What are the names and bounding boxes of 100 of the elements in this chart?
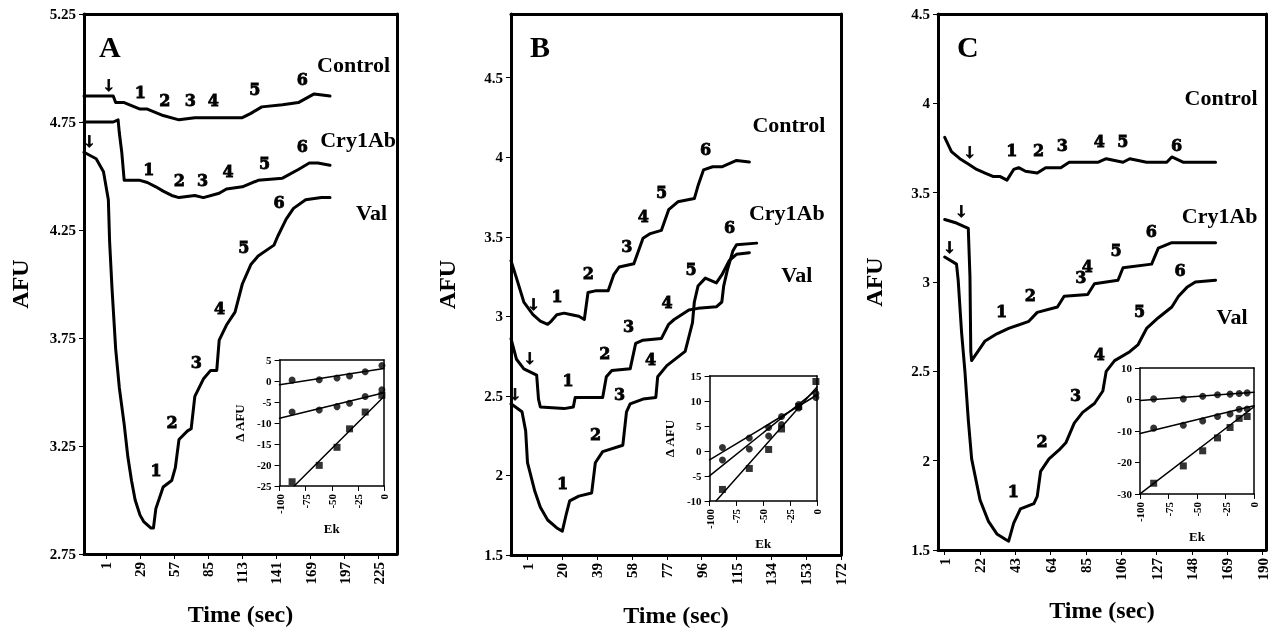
annotation: 1 xyxy=(134,82,146,102)
annotation: 4 xyxy=(637,207,649,227)
y-tick-label: 3.5 xyxy=(484,228,503,245)
y-tick-label: 0 xyxy=(696,444,703,457)
y-tick-label: 10 xyxy=(690,394,703,407)
annotation: 6 xyxy=(296,69,308,89)
annotation: ↓ xyxy=(526,294,541,314)
annotation: 4 xyxy=(1093,344,1105,364)
x-tick-label: -100 xyxy=(273,493,286,515)
y-tick-label: 4.5 xyxy=(911,6,930,22)
annotation: 2 xyxy=(1036,432,1048,452)
x-axis-title: Ek xyxy=(755,536,772,551)
series-label: Cry1Ab xyxy=(748,199,825,225)
series-label: Val xyxy=(356,200,388,226)
x-tick-label: 141 xyxy=(268,562,285,585)
annotation: 2 xyxy=(1033,141,1045,161)
series-label: Cry1Ab xyxy=(1181,203,1258,229)
x-tick-label: 113 xyxy=(234,562,251,584)
x-tick-label: 58 xyxy=(624,563,640,578)
annotation: 6 xyxy=(1145,221,1157,241)
annotation: 1 xyxy=(1006,141,1018,161)
annotation: 4 xyxy=(1093,132,1105,152)
y-tick-label: 4.25 xyxy=(49,222,76,238)
annotation: 4 xyxy=(207,91,219,111)
y-tick-label: 3.5 xyxy=(911,184,930,201)
x-tick-label: -75 xyxy=(1162,501,1175,517)
series-label: Control xyxy=(317,51,391,77)
x-tick-label: -100 xyxy=(703,508,716,530)
x-tick-label: 77 xyxy=(658,562,675,578)
x-tick-label: 20 xyxy=(554,563,571,578)
y-tick-label: 5 xyxy=(696,419,703,432)
y-tick-label: 10 xyxy=(1121,362,1133,374)
x-tick-label: 148 xyxy=(1183,558,1200,581)
y-tick-label: 5 xyxy=(266,354,273,366)
y-tick-label: -30 xyxy=(1117,487,1133,500)
x-axis-title: Ek xyxy=(1189,529,1206,544)
x-tick-label: -50 xyxy=(757,508,770,524)
annotation: 1 xyxy=(562,370,574,390)
text: A xyxy=(99,29,121,63)
annotation: 3 xyxy=(184,91,196,111)
annotation: 4 xyxy=(213,298,226,318)
x-tick-label: 115 xyxy=(728,563,745,585)
y-axis-title: AFU xyxy=(7,259,33,309)
y-tick-label: 2.5 xyxy=(484,387,503,404)
annotation: 3 xyxy=(621,237,633,257)
annotation: 2 xyxy=(166,413,178,433)
y-tick-label: -10 xyxy=(686,494,703,507)
x-tick-label: 22 xyxy=(972,558,989,573)
annotation: 2 xyxy=(590,425,602,445)
annotation: 1 xyxy=(143,160,155,180)
y-tick-label: 15 xyxy=(690,370,703,382)
y-tick-label: 3 xyxy=(922,274,930,290)
y-tick-label: 5.25 xyxy=(49,6,76,22)
x-axis-title: Time (sec) xyxy=(187,601,294,627)
x-tick-label: 0 xyxy=(378,493,390,500)
x-tick-label: -75 xyxy=(299,493,312,509)
y-tick-label: -5 xyxy=(692,469,703,482)
annotation: ↓ xyxy=(954,201,968,221)
x-tick-label: 85 xyxy=(200,562,217,577)
x-tick-label: 153 xyxy=(798,563,815,586)
x-tick-label: -50 xyxy=(1191,501,1203,517)
annotation: 2 xyxy=(582,264,594,284)
annotation: 5 xyxy=(1134,301,1146,321)
annotation: 5 xyxy=(656,183,668,203)
x-tick-label: -75 xyxy=(730,508,743,524)
y-tick-label: 0 xyxy=(266,374,273,387)
annotation: 1 xyxy=(150,460,162,480)
y-tick-label: 2 xyxy=(922,452,930,469)
y-tick-label: 4 xyxy=(922,95,931,112)
x-tick-label: -25 xyxy=(351,493,364,509)
x-axis-title: Time (sec) xyxy=(623,602,729,628)
y-tick-label: 2.5 xyxy=(911,363,930,380)
y-tick-label: 4.75 xyxy=(49,114,76,130)
x-tick-label: 96 xyxy=(693,562,710,578)
x-tick-label: 85 xyxy=(1078,558,1095,573)
y-axis-title: Δ AFU xyxy=(662,419,677,458)
annotation: 6 xyxy=(723,218,736,238)
x-tick-label: 1 xyxy=(936,558,953,566)
annotation: 6 xyxy=(700,140,712,160)
series-label: Val xyxy=(1216,303,1248,329)
x-tick-label: 0 xyxy=(811,508,823,515)
y-tick-label: -10 xyxy=(256,416,273,429)
series-label: Cry1Ab xyxy=(320,126,397,152)
x-tick-label: 43 xyxy=(1007,558,1024,573)
annotation: 3 xyxy=(613,385,626,405)
annotation: 2 xyxy=(599,343,611,363)
annotation: 3 xyxy=(623,316,635,336)
x-tick-label: 172 xyxy=(833,563,849,586)
x-tick-label: -100 xyxy=(1134,501,1146,523)
y-tick-label: 3.25 xyxy=(49,438,76,454)
y-axis-title: AFU xyxy=(434,259,460,310)
series-label: Val xyxy=(781,262,813,288)
x-tick-label: 169 xyxy=(1219,558,1236,581)
y-axis-title: Δ AFU xyxy=(232,403,247,442)
y-tick-label: -5 xyxy=(262,395,273,408)
x-tick-label: 197 xyxy=(336,561,353,585)
annotation: 6 xyxy=(1174,260,1186,280)
annotation: 2 xyxy=(1024,285,1036,305)
annotation: 3 xyxy=(190,352,202,372)
x-tick-label: 39 xyxy=(589,563,606,578)
